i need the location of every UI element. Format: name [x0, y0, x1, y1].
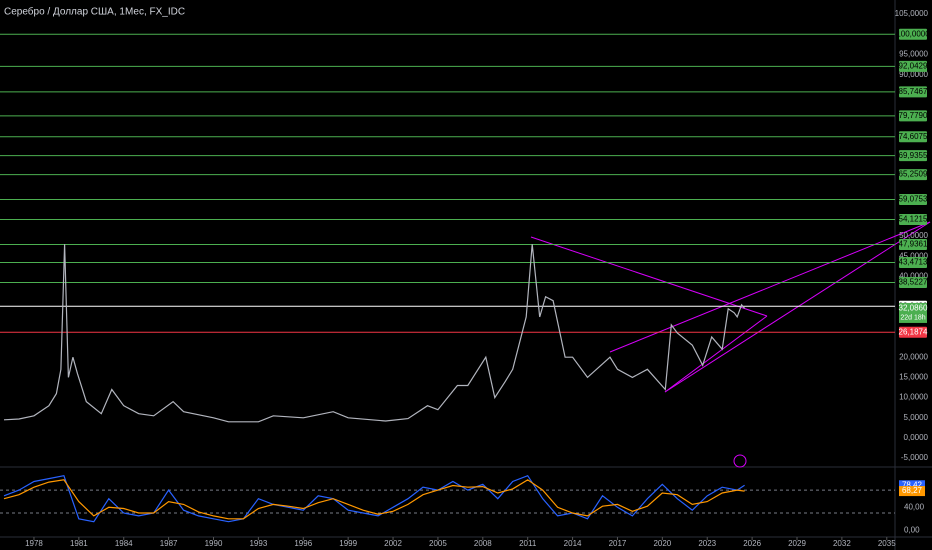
level-label: 59,0753 — [899, 195, 928, 204]
y-tick-label: 45,0000 — [899, 251, 928, 260]
y-tick-label: 50,0000 — [899, 231, 928, 240]
oscillator-label-box — [899, 486, 925, 497]
level-label: 85,7467 — [899, 87, 928, 96]
level-label-box — [899, 150, 927, 162]
x-tick-label: 2029 — [788, 539, 806, 548]
level-label: 38,5227 — [899, 278, 928, 287]
level-label-box — [899, 86, 927, 98]
level-label: 69,9355 — [899, 151, 928, 160]
oscillator-label: 78,42 — [902, 480, 923, 489]
y-tick-label: 90,0000 — [899, 70, 928, 79]
level-label: 92,0429 — [899, 62, 928, 71]
level-label-box — [899, 256, 927, 268]
x-tick-label: 2035 — [878, 539, 896, 548]
event-icon[interactable] — [733, 454, 747, 468]
x-tick-label: 2008 — [474, 539, 492, 548]
x-tick-label: 2005 — [429, 539, 447, 548]
x-tick-label: 2026 — [743, 539, 761, 548]
level-label: 26,1874 — [899, 327, 928, 336]
x-tick-label: 2023 — [698, 539, 716, 548]
level-label: 43,4713 — [899, 258, 928, 267]
oscillator-label-box — [899, 480, 925, 491]
level-label-box — [899, 213, 927, 225]
y-tick-label: 105,0000 — [895, 9, 929, 18]
price-line — [3, 244, 746, 423]
trendline — [530, 236, 768, 317]
level-label-box — [899, 60, 927, 72]
level-label-box — [899, 194, 927, 206]
level-label-box — [899, 169, 927, 181]
y-tick-label: 40,00 — [904, 502, 925, 511]
oscillator-label: 68,27 — [902, 486, 923, 495]
level-label: 47,9361 — [899, 240, 928, 249]
chart-title: Серебро / Доллар США, 1Мес, FX_IDC — [4, 6, 185, 18]
x-tick-label: 1981 — [70, 539, 88, 548]
level-label-box — [899, 326, 927, 338]
x-tick-label: 1996 — [294, 539, 312, 548]
level-label-box — [899, 276, 927, 288]
x-tick-label: 2020 — [653, 539, 671, 548]
x-tick-label: 2011 — [519, 539, 537, 548]
countdown: 22d 18h — [900, 314, 925, 321]
level-label-box — [899, 238, 927, 250]
x-tick-label: 1993 — [249, 539, 267, 548]
level-label: 74,6075 — [899, 132, 928, 141]
trendline — [609, 221, 931, 353]
level-label: 100,0000 — [896, 29, 930, 38]
level-label: 79,7790 — [899, 111, 928, 120]
y-tick-label: -5,0000 — [901, 453, 929, 462]
level-label: 54,1215 — [899, 215, 928, 224]
x-tick-label: 1987 — [160, 539, 178, 548]
x-tick-label: 1990 — [205, 539, 223, 548]
level-label: 65,2509 — [899, 170, 928, 179]
oscillator-line — [3, 474, 745, 523]
y-tick-label: 15,0000 — [899, 373, 928, 382]
x-tick-label: 2002 — [384, 539, 402, 548]
x-tick-label: 2032 — [833, 539, 851, 548]
trendline — [664, 315, 768, 393]
y-tick-label: 40,0000 — [899, 272, 928, 281]
y-tick-label: 0,00 — [904, 525, 920, 534]
y-tick-label: 0,0000 — [904, 433, 929, 442]
y-tick-label: 5,0000 — [904, 413, 929, 422]
y-tick-label: 95,0000 — [899, 50, 928, 59]
y-tick-label: 20,0000 — [899, 352, 928, 361]
x-tick-label: 2014 — [564, 539, 582, 548]
x-tick-label: 1978 — [25, 539, 43, 548]
y-tick-label: 10,0000 — [899, 393, 928, 402]
x-tick-label: 1999 — [339, 539, 357, 548]
level-label-box — [899, 131, 927, 143]
x-tick-label: 2017 — [609, 539, 627, 548]
last-price-box — [899, 302, 927, 323]
trendline — [664, 221, 931, 393]
oscillator-line — [3, 479, 745, 520]
x-tick-label: 1984 — [115, 539, 133, 548]
level-label-box — [899, 28, 927, 40]
last-price-label: 32,0860 — [899, 304, 928, 313]
level-label-box — [899, 110, 927, 122]
